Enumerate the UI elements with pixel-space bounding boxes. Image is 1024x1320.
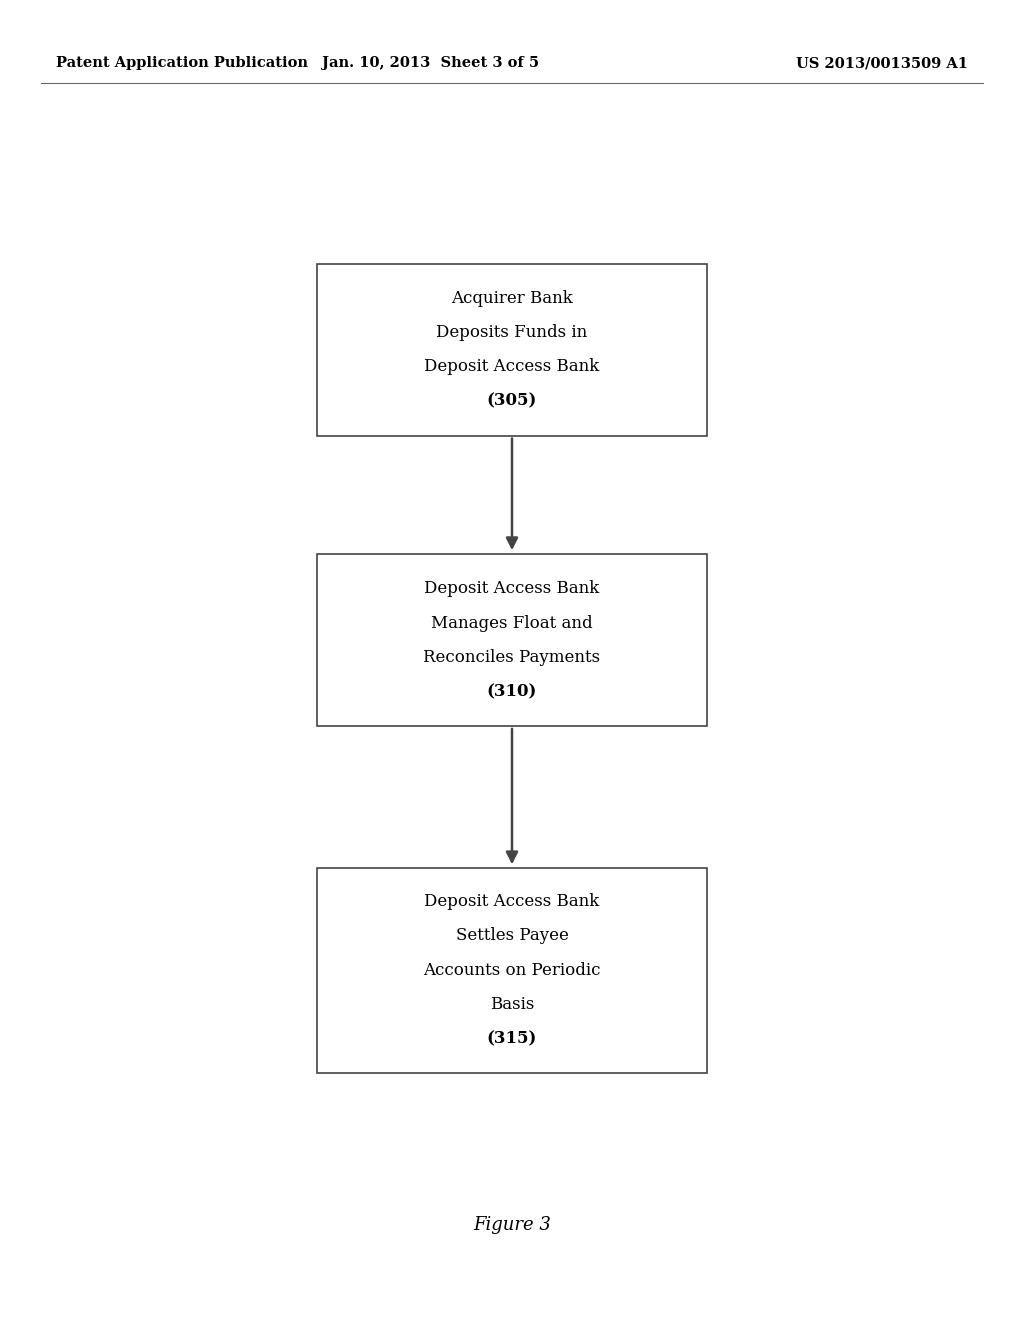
Text: Manages Float and: Manages Float and: [431, 615, 593, 631]
Text: US 2013/0013509 A1: US 2013/0013509 A1: [796, 57, 968, 70]
Text: Accounts on Periodic: Accounts on Periodic: [423, 962, 601, 978]
FancyBboxPatch shape: [317, 554, 707, 726]
Text: (310): (310): [486, 684, 538, 700]
Text: Deposit Access Bank: Deposit Access Bank: [424, 359, 600, 375]
Text: Jan. 10, 2013  Sheet 3 of 5: Jan. 10, 2013 Sheet 3 of 5: [322, 57, 539, 70]
Text: Patent Application Publication: Patent Application Publication: [56, 57, 308, 70]
Text: Deposit Access Bank: Deposit Access Bank: [424, 894, 600, 909]
Text: Deposit Access Bank: Deposit Access Bank: [424, 581, 600, 597]
Text: Settles Payee: Settles Payee: [456, 928, 568, 944]
FancyBboxPatch shape: [317, 869, 707, 1072]
Text: Reconciles Payments: Reconciles Payments: [424, 649, 600, 665]
Text: (305): (305): [486, 393, 538, 409]
Text: (315): (315): [486, 1031, 538, 1047]
Text: Figure 3: Figure 3: [473, 1216, 551, 1234]
Text: Acquirer Bank: Acquirer Bank: [452, 290, 572, 306]
Text: Basis: Basis: [489, 997, 535, 1012]
FancyBboxPatch shape: [317, 264, 707, 436]
Text: Deposits Funds in: Deposits Funds in: [436, 325, 588, 341]
